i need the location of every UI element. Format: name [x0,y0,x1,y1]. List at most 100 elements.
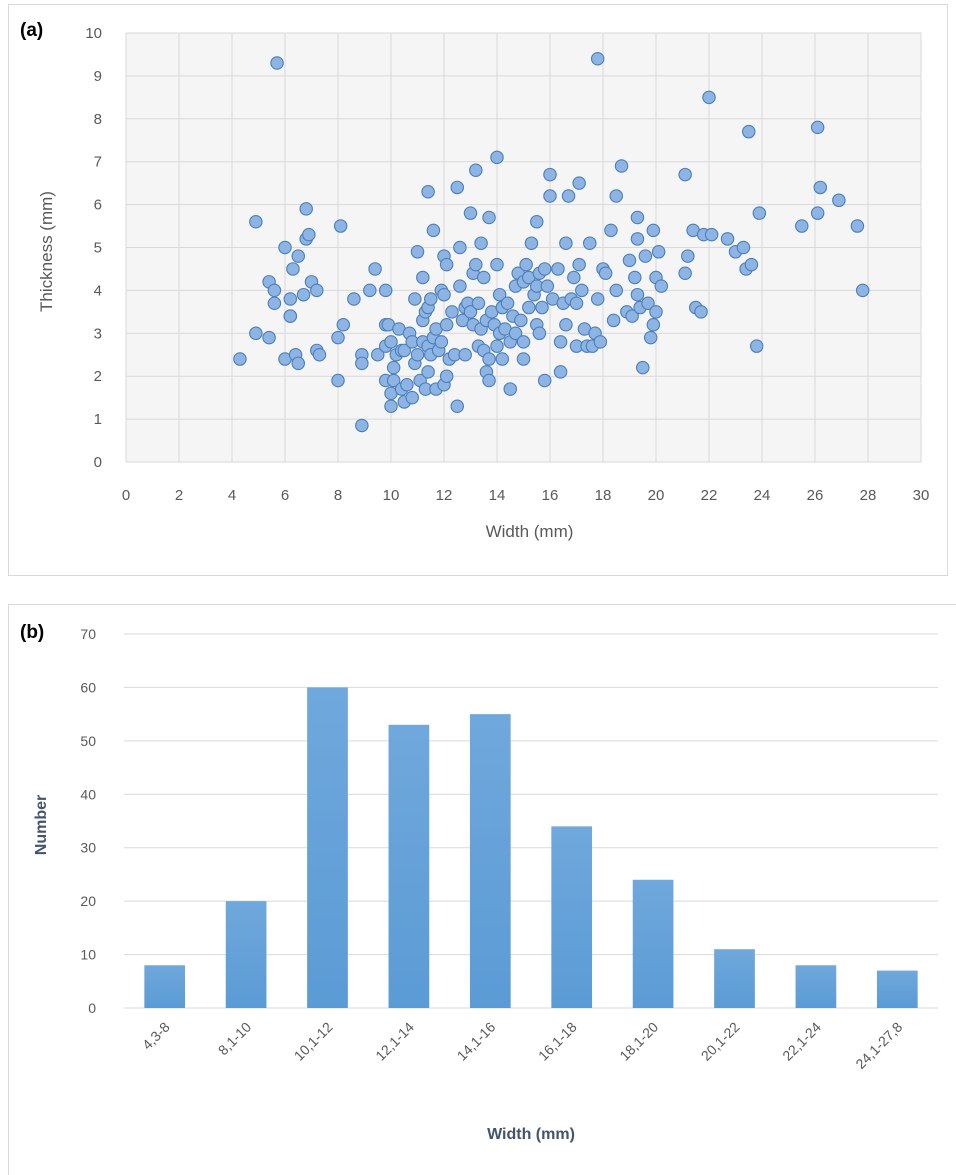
x-tick-label: 22 [701,487,718,504]
scatter-point [405,390,419,405]
scatter-point [508,326,523,341]
y-axis-title: Number [33,795,50,855]
scatter-point [649,305,663,319]
scatter-point [495,352,510,366]
scatter-point [400,378,414,392]
x-tick-label: 8 [334,487,342,504]
x-tick-label: 14,1-16 [454,1019,499,1064]
scatter-point [410,245,425,259]
scatter-point [630,287,645,302]
x-tick-label: 4,3-8 [139,1019,173,1053]
y-tick-label: 8 [94,111,102,128]
y-axis-title: Thickness (mm) [37,191,56,312]
scatter-point [606,313,621,328]
x-tick-label: 18 [595,487,612,504]
scatter-point [347,292,361,306]
scatter-point [482,373,496,388]
x-axis-title: Width (mm) [487,1126,575,1143]
scatter-point [291,249,305,263]
scatter-point [331,373,345,388]
scatter-point [694,305,708,319]
scatter-point [492,287,507,302]
scatter-point [628,270,642,285]
scatter-point [678,167,692,182]
scatter-point [537,373,552,388]
scatter-point [445,305,459,319]
scatter-point [810,120,825,135]
x-axis-title: Width (mm) [486,522,574,541]
scatter-point [368,262,382,276]
scatter-point [500,296,515,311]
x-tick-label: 20,1-22 [698,1019,743,1064]
y-tick-label: 4 [94,282,102,299]
scatter-point [614,159,629,173]
scatter-point [593,335,608,349]
scatter-point [641,296,655,311]
scatter-point [490,150,504,165]
scatter-point [681,249,695,263]
scatter-point [855,283,870,298]
x-tick-label: 14 [489,487,506,504]
scatter-point [378,283,393,298]
bar [795,965,837,1008]
scatter-point [336,317,351,332]
y-tick-label: 70 [80,626,96,642]
scatter-point [384,399,398,413]
scatter-point [331,330,345,345]
scatter-point [384,335,398,349]
y-tick-label: 0 [94,454,102,471]
scatter-point [463,305,478,319]
scatter-point [283,292,298,306]
bar [551,826,593,1008]
scatter-point [450,180,464,195]
scatter-point [286,262,300,276]
scatter-point [283,309,298,323]
scatter-point [810,206,825,220]
y-tick-label: 7 [94,154,102,171]
scatter-point [490,339,504,353]
x-tick-label: 2 [175,487,183,504]
scatter-point [363,283,377,298]
scatter-point [267,283,282,298]
y-tick-label: 2 [94,368,102,385]
scatter-point [635,360,650,375]
scatter-point [553,335,568,349]
scatter-point [559,236,573,250]
scatter-point [439,317,454,332]
x-tick-label: 30 [913,487,930,504]
scatter-point [474,236,488,250]
scatter-point [609,283,623,298]
scatter-point [524,236,539,250]
scatter-point [567,270,581,285]
scatter-point [302,227,316,242]
scatter-point [249,215,263,229]
scatter-point [482,352,496,366]
x-tick-label: 10 [383,487,400,504]
scatter-point [469,163,483,178]
scatter-point [720,232,735,246]
scatter-point [535,300,549,315]
scatter-point [543,167,557,182]
scatter-point [813,180,828,195]
bar [144,965,186,1008]
scatter-chart: 0 2 4 6 8 10 12 14 16 18 20 22 24 26 28 30012345678910W… [37,25,929,541]
y-tick-label: 10 [85,25,102,42]
y-tick-label: 3 [94,325,102,342]
scatter-point [439,369,454,383]
x-tick-label: 28 [860,487,877,504]
x-tick-label: 8,1-10 [215,1019,255,1059]
panel-label-b: (b) [20,622,45,643]
scatter-point [598,266,613,280]
scatter-point [638,249,653,263]
scatter-point [516,352,531,366]
scatter-point [476,270,491,285]
scatter-point [423,292,438,306]
y-tick-label: 6 [94,197,102,214]
scatter-point [529,215,544,229]
scatter-point [522,300,536,315]
x-tick-label: 16 [542,487,559,504]
scatter-point [355,356,369,371]
scatter-point [233,352,247,366]
scatter-point [744,257,759,272]
scatter-point [434,335,449,349]
